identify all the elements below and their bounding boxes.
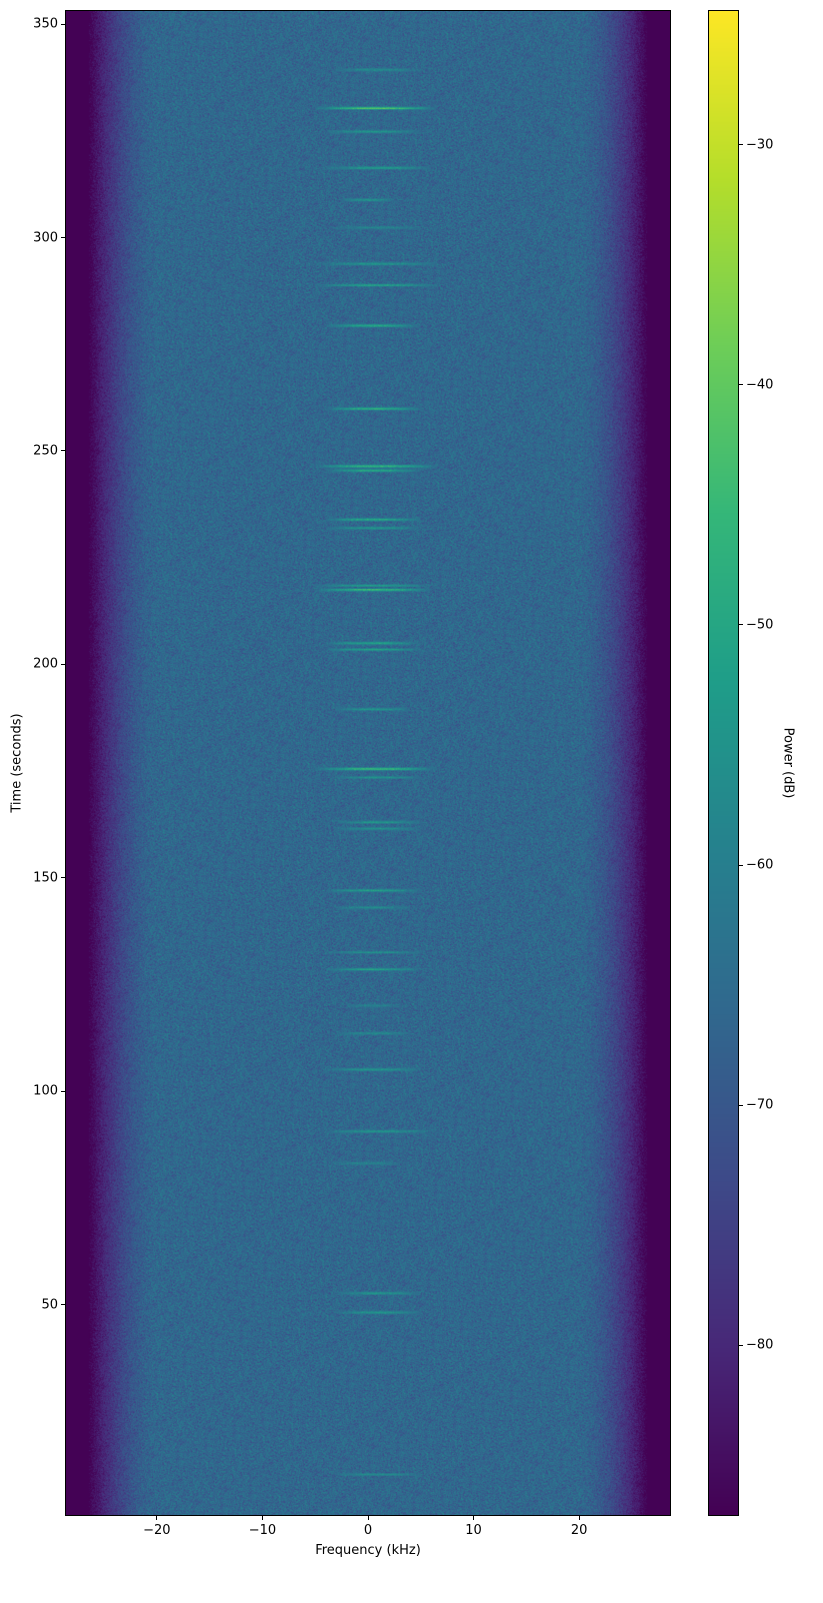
colorbar-tick-label: −70: [746, 1097, 774, 1113]
x-tick: [156, 1516, 158, 1520]
x-tick-label: −10: [248, 1523, 277, 1538]
colorbar-label: Power (dB): [780, 727, 796, 799]
y-tick-label: 100: [33, 1083, 58, 1099]
x-tick: [261, 1516, 263, 1520]
y-tick-label: 150: [33, 870, 58, 886]
x-tick-label: 10: [465, 1523, 482, 1538]
x-tick-label: 0: [363, 1523, 373, 1538]
y-axis-label: Time (seconds): [9, 713, 25, 813]
colorbar-tick-label: −60: [746, 857, 774, 873]
colorbar-tick: [739, 1344, 743, 1346]
x-tick-label: 20: [570, 1523, 588, 1538]
y-tick: [61, 663, 65, 665]
x-axis-label: Frequency (kHz): [315, 1543, 421, 1558]
y-tick: [61, 450, 65, 452]
y-tick-label: 50: [41, 1297, 58, 1313]
y-tick-label: 300: [33, 230, 58, 246]
spectrogram-plot: [65, 10, 671, 1516]
colorbar-tick-label: −40: [746, 377, 774, 393]
colorbar-tick: [739, 1104, 743, 1106]
colorbar-tick-label: −30: [746, 137, 774, 152]
y-tick: [61, 1090, 65, 1092]
y-tick: [61, 23, 65, 25]
colorbar-gradient: [709, 11, 738, 1515]
colorbar-tick: [739, 624, 743, 626]
x-tick-label: −20: [143, 1523, 171, 1538]
y-tick-label: 250: [33, 443, 58, 459]
y-tick-label: 200: [33, 656, 58, 672]
colorbar-tick: [739, 384, 743, 386]
colorbar-tick: [739, 144, 743, 145]
colorbar-tick-label: −80: [746, 1337, 774, 1353]
colorbar-tick-label: −50: [746, 617, 774, 633]
x-tick: [578, 1516, 580, 1520]
colorbar: [708, 10, 739, 1516]
y-tick: [61, 1304, 65, 1306]
y-tick: [61, 237, 65, 239]
x-tick: [473, 1516, 475, 1520]
y-tick-label: 350: [33, 16, 58, 32]
x-tick: [367, 1516, 369, 1520]
spectrogram-image: [66, 11, 670, 1515]
y-tick: [61, 877, 65, 879]
colorbar-tick: [739, 864, 743, 866]
